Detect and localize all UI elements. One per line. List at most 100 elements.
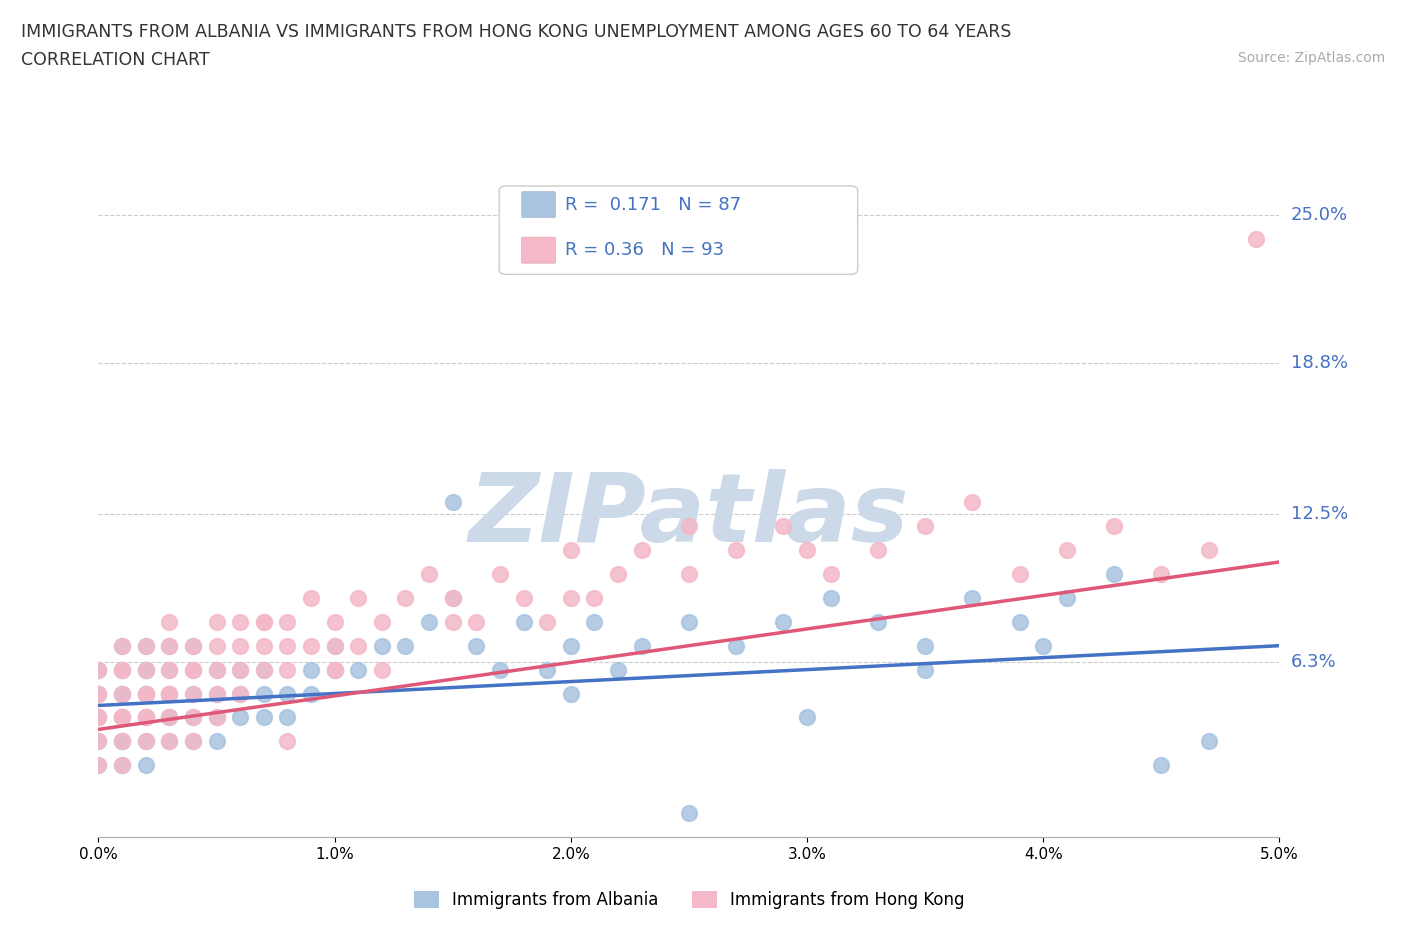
Point (371, 615, 394, 630)
Point (111, 686, 134, 701)
Point (347, 662, 370, 677)
Point (181, 662, 204, 677)
Point (1008, 566, 1031, 581)
Point (135, 686, 157, 701)
Point (1150, 758, 1173, 773)
Point (299, 638, 322, 653)
Point (489, 662, 512, 677)
Point (157, 686, 180, 701)
Point (253, 615, 276, 630)
Point (87, 710, 110, 724)
Point (583, 591, 606, 605)
Point (866, 542, 889, 557)
Point (560, 591, 582, 605)
Point (347, 591, 370, 605)
Point (1102, 519, 1125, 534)
Point (253, 710, 276, 724)
Point (253, 662, 276, 677)
Point (866, 615, 889, 630)
Point (135, 710, 157, 724)
Point (87, 686, 110, 701)
Point (276, 662, 298, 677)
Point (1198, 542, 1220, 557)
Point (394, 638, 416, 653)
Point (181, 638, 204, 653)
Point (205, 615, 228, 630)
Point (772, 519, 794, 534)
Point (299, 591, 322, 605)
Point (111, 710, 134, 724)
Point (253, 686, 276, 701)
Point (135, 686, 157, 701)
Point (135, 710, 157, 724)
Point (181, 686, 204, 701)
Point (135, 710, 157, 724)
Point (181, 662, 204, 677)
Point (536, 615, 558, 630)
Point (135, 758, 157, 773)
Point (1198, 734, 1220, 749)
Point (276, 710, 298, 724)
Point (441, 591, 464, 605)
Point (1032, 638, 1054, 653)
Point (323, 662, 346, 677)
Point (135, 662, 157, 677)
Point (229, 662, 252, 677)
Point (229, 710, 252, 724)
Point (181, 686, 204, 701)
Point (157, 638, 180, 653)
Point (253, 662, 276, 677)
Point (135, 686, 157, 701)
Point (678, 519, 700, 534)
Point (87, 710, 110, 724)
Point (914, 519, 936, 534)
Point (157, 710, 180, 724)
Point (607, 566, 630, 581)
Point (135, 686, 157, 701)
Point (157, 662, 180, 677)
Point (87, 686, 110, 701)
Point (157, 686, 180, 701)
Point (323, 638, 346, 653)
Point (181, 734, 204, 749)
Text: ZIPatlas: ZIPatlas (468, 469, 910, 562)
Point (135, 710, 157, 724)
Point (111, 686, 134, 701)
Point (111, 710, 134, 724)
Point (772, 615, 794, 630)
Point (820, 566, 842, 581)
Point (323, 662, 346, 677)
Point (465, 615, 488, 630)
Point (205, 734, 228, 749)
Point (560, 686, 582, 701)
Point (111, 662, 134, 677)
Point (87, 662, 110, 677)
Point (820, 591, 842, 605)
Text: R = 0.36   N = 93: R = 0.36 N = 93 (565, 241, 724, 259)
Point (725, 638, 748, 653)
Text: 25.0%: 25.0% (1291, 206, 1348, 224)
Point (962, 591, 984, 605)
Text: IMMIGRANTS FROM ALBANIA VS IMMIGRANTS FROM HONG KONG UNEMPLOYMENT AMONG AGES 60 : IMMIGRANTS FROM ALBANIA VS IMMIGRANTS FR… (21, 23, 1011, 41)
Point (607, 662, 630, 677)
Point (111, 734, 134, 749)
Point (796, 542, 818, 557)
Point (323, 638, 346, 653)
Point (111, 662, 134, 677)
Point (371, 638, 394, 653)
Point (205, 638, 228, 653)
Point (87, 662, 110, 677)
Point (205, 662, 228, 677)
Point (157, 686, 180, 701)
Point (253, 638, 276, 653)
Point (87, 734, 110, 749)
Point (276, 638, 298, 653)
Point (630, 638, 652, 653)
Point (157, 710, 180, 724)
Point (87, 758, 110, 773)
Point (157, 686, 180, 701)
Point (914, 662, 936, 677)
Point (512, 615, 534, 630)
Point (111, 710, 134, 724)
Point (135, 638, 157, 653)
